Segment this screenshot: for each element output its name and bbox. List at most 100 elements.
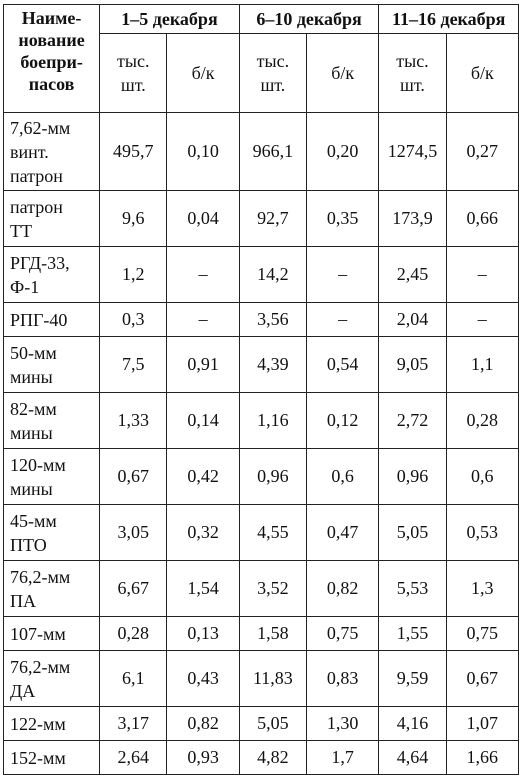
value-thousand-pcs: 11,83 — [238, 650, 307, 707]
value-thousand-pcs: 4,64 — [378, 740, 447, 775]
value-bk: 0,93 — [166, 740, 240, 775]
value-bk: 0,20 — [305, 112, 380, 191]
value-thousand-pcs: 0,96 — [238, 448, 307, 505]
value-bk: – — [445, 302, 520, 337]
value-thousand-pcs: 5,05 — [378, 504, 447, 561]
table-row: РПГ-40 0,3–3,56–2,04– — [2, 302, 520, 337]
value-bk: 1,07 — [445, 706, 520, 741]
ammunition-name: 76,2-мм ДА — [2, 650, 101, 707]
value-thousand-pcs: 3,05 — [99, 504, 168, 561]
ammunition-name: 107-мм — [2, 616, 101, 651]
value-thousand-pcs: 1,33 — [99, 392, 168, 449]
value-thousand-pcs: 2,72 — [378, 392, 447, 449]
ammunition-name: 82-мм мины — [2, 392, 101, 449]
value-bk: 0,42 — [166, 448, 240, 505]
value-thousand-pcs: 1,55 — [378, 616, 447, 651]
value-bk: 0,66 — [445, 190, 520, 247]
value-bk: 0,67 — [445, 650, 520, 707]
value-thousand-pcs: 0,67 — [99, 448, 168, 505]
table-row: патрон ТТ 9,6 0,04 92,7 0,35 173,9 0,66 — [2, 190, 520, 247]
value-thousand-pcs: 5,05 — [238, 706, 307, 741]
value-bk: 0,53 — [445, 504, 520, 561]
value-thousand-pcs: 5,53 — [378, 560, 447, 617]
value-thousand-pcs: 14,2 — [238, 246, 307, 303]
value-thousand-pcs: 0,3 — [99, 302, 168, 337]
table-row: 152-мм 2,64 0,93 4,82 1,7 4,64 1,66 — [2, 740, 520, 775]
ammunition-name: 7,62-мм винт. патрон — [2, 112, 101, 191]
value-bk: – — [305, 302, 380, 337]
header-row-units: тыс. шт. б/к тыс. шт. б/к тыс. шт. б/к — [4, 33, 520, 113]
value-thousand-pcs: 9,59 — [378, 650, 447, 707]
ammunition-table: Наиме- нование боепри- пасов 1–5 декабря… — [2, 4, 520, 775]
value-bk: 0,35 — [305, 190, 380, 247]
table-row: РГД-33, Ф-1 1,2–14,2–2,45– — [2, 246, 520, 303]
value-thousand-pcs: 6,1 — [99, 650, 168, 707]
table-row: 76,2-мм ПА 6,67 1,54 3,52 0,82 5,53 1,3 — [2, 560, 520, 617]
value-thousand-pcs: 3,56 — [238, 302, 307, 337]
value-thousand-pcs: 2,64 — [99, 740, 168, 775]
value-bk: 0,43 — [166, 650, 240, 707]
value-bk: 1,66 — [445, 740, 520, 775]
header-name-label: Наиме- нование боепри- пасов — [18, 8, 85, 94]
value-bk: 0,75 — [305, 616, 380, 651]
value-bk: 0,6 — [445, 448, 520, 505]
value-bk: 1,54 — [166, 560, 240, 617]
value-bk: 0,83 — [305, 650, 380, 707]
value-thousand-pcs: 3,52 — [238, 560, 307, 617]
value-bk: 0,10 — [166, 112, 240, 191]
value-thousand-pcs: 9,05 — [378, 336, 447, 393]
value-thousand-pcs: 0,28 — [99, 616, 168, 651]
value-bk: 1,7 — [305, 740, 380, 775]
header-period-2: 6–10 декабря — [238, 4, 380, 34]
table-body: 7,62-мм винт. патрон 495,7 0,10 966,1 0,20 12… — [2, 112, 520, 775]
value-thousand-pcs: 9,6 — [99, 190, 168, 247]
table-row: 50-мм мины 7,5 0,91 4,39 0,54 9,05 1,1 — [2, 336, 520, 393]
header-unit-pcs: тыс. шт. — [378, 33, 447, 113]
value-bk: 0,12 — [305, 392, 380, 449]
value-thousand-pcs: 2,45 — [378, 246, 447, 303]
value-bk: 0,27 — [445, 112, 520, 191]
value-bk: 0,14 — [166, 392, 240, 449]
value-thousand-pcs: 1,16 — [238, 392, 307, 449]
value-thousand-pcs: 4,55 — [238, 504, 307, 561]
header-period-1: 1–5 декабря — [99, 4, 240, 34]
value-bk: 0,47 — [305, 504, 380, 561]
value-bk: – — [445, 246, 520, 303]
ammunition-name: 50-мм мины — [2, 336, 101, 393]
value-bk: 0,82 — [305, 560, 380, 617]
value-thousand-pcs: 1274,5 — [378, 112, 447, 191]
value-bk: 0,54 — [305, 336, 380, 393]
table-row: 122-мм 3,17 0,82 5,05 1,30 4,16 1,07 — [2, 706, 520, 741]
value-bk: 0,04 — [166, 190, 240, 247]
value-thousand-pcs: 2,04 — [378, 302, 447, 337]
header-unit-bk: б/к — [445, 33, 520, 113]
table-row: 107-мм 0,28 0,13 1,58 0,75 1,55 0,75 — [2, 616, 520, 651]
table-header: Наиме- нование боепри- пасов 1–5 декабря… — [2, 4, 520, 113]
value-thousand-pcs: 1,2 — [99, 246, 168, 303]
ammunition-name: 45-мм ПТО — [2, 504, 101, 561]
value-thousand-pcs: 7,5 — [99, 336, 168, 393]
value-bk: 0,13 — [166, 616, 240, 651]
value-bk: 0,82 — [166, 706, 240, 741]
value-bk: 1,1 — [445, 336, 520, 393]
table-row: 82-мм мины 1,33 0,14 1,16 0,12 2,72 0,28 — [2, 392, 520, 449]
value-thousand-pcs: 6,67 — [99, 560, 168, 617]
ammunition-name: 120-мм мины — [2, 448, 101, 505]
header-unit-bk: б/к — [305, 33, 380, 113]
value-thousand-pcs: 0,96 — [378, 448, 447, 505]
ammunition-name: РГД-33, Ф-1 — [2, 246, 101, 303]
value-thousand-pcs: 173,9 — [378, 190, 447, 247]
header-unit-pcs: тыс. шт. — [99, 33, 168, 113]
ammunition-name: 76,2-мм ПА — [2, 560, 101, 617]
header-name-column: Наиме- нование боепри- пасов — [2, 4, 101, 113]
value-bk: – — [166, 246, 240, 303]
value-thousand-pcs: 4,16 — [378, 706, 447, 741]
value-bk: – — [166, 302, 240, 337]
value-bk: 0,6 — [305, 448, 380, 505]
value-thousand-pcs: 966,1 — [238, 112, 307, 191]
value-thousand-pcs: 495,7 — [99, 112, 168, 191]
table-row: 76,2-мм ДА 6,1 0,43 11,83 0,83 9,59 0,67 — [2, 650, 520, 707]
value-bk: – — [305, 246, 380, 303]
table-row: 45-мм ПТО 3,05 0,32 4,55 0,47 5,05 0,53 — [2, 504, 520, 561]
